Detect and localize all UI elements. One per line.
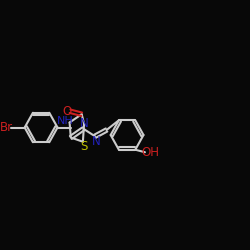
Text: Br: Br [0, 121, 13, 134]
Text: NH: NH [57, 116, 74, 126]
Text: O: O [62, 105, 71, 118]
Text: N: N [92, 135, 100, 148]
Text: N: N [80, 117, 89, 130]
Text: S: S [80, 140, 88, 153]
Text: OH: OH [141, 146, 159, 159]
